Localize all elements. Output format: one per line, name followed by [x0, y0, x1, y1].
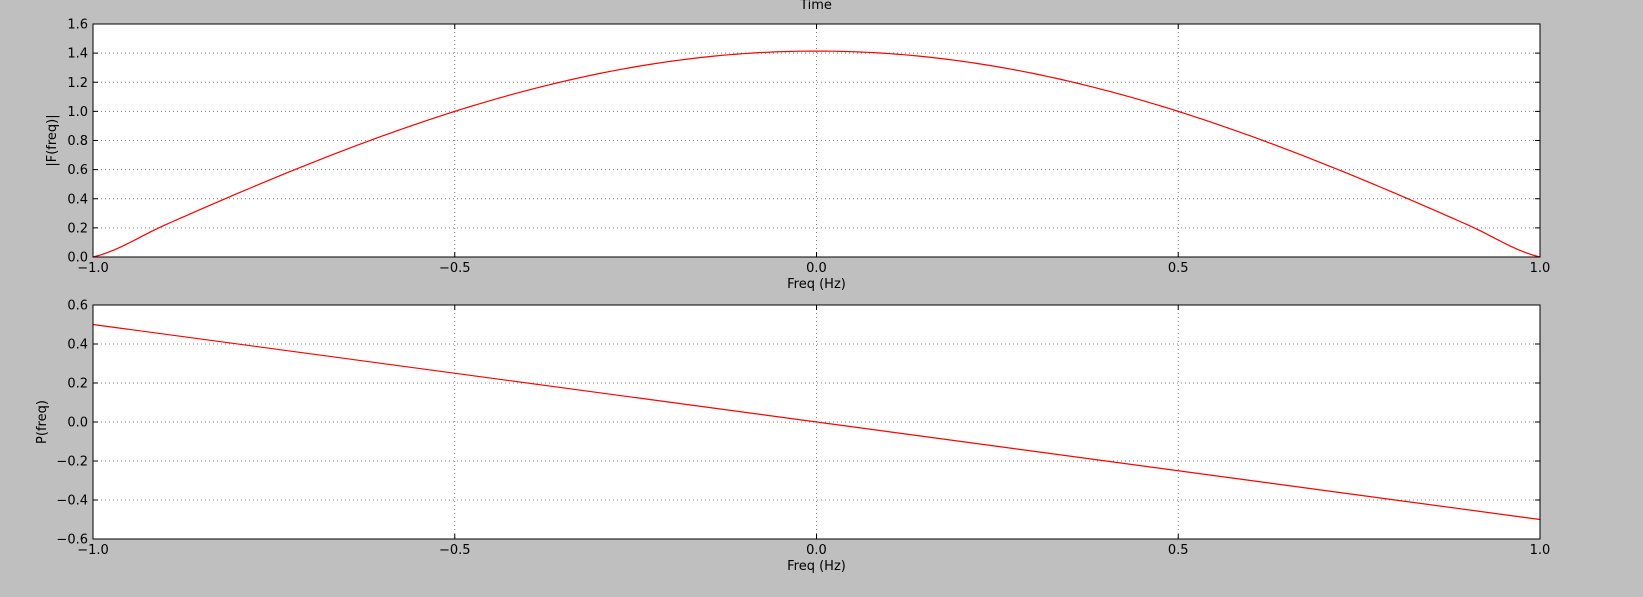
x-tick-label: 1.0 — [1530, 261, 1551, 276]
magnitude-plot: −1.0 −0.5 0.0 0.5 1.0 0.0 0.2 0.4 0.6 0.8 1.0 1.2 1.… — [45, 18, 1550, 293]
x-tick-label: 0.0 — [806, 543, 827, 558]
x-tick-label: 1.0 — [1530, 543, 1551, 558]
y-tick-label: 0.6 — [67, 163, 88, 178]
y-tick-label: −0.6 — [56, 533, 88, 548]
y-tick-label: 0.4 — [67, 338, 88, 353]
x-axis-label: Freq (Hz) — [787, 277, 846, 292]
x-tick-label: −1.0 — [77, 261, 109, 276]
y-tick-label: 1.0 — [67, 105, 88, 120]
x-tick-label: −1.0 — [77, 543, 109, 558]
axes-frame — [92, 304, 1541, 540]
x-tick-label: 0.5 — [1168, 543, 1189, 558]
x-tick-label: 0.0 — [806, 261, 827, 276]
y-tick-label: 0.6 — [67, 299, 88, 314]
y-axis-label: P(freq) — [35, 400, 50, 444]
y-tick-label: 0.2 — [67, 221, 88, 236]
data-line — [92, 50, 1541, 258]
y-tick-label: 1.2 — [67, 76, 88, 91]
y-tick-label: 0.0 — [67, 416, 88, 431]
y-tick-label: 1.6 — [67, 18, 88, 33]
chart-title: Time — [799, 0, 832, 13]
axes-frame — [92, 23, 1541, 258]
y-tick-label: 0.2 — [67, 377, 88, 392]
x-tick-label: −0.5 — [439, 261, 471, 276]
data-line — [92, 323, 1541, 521]
y-tick-label: 1.4 — [67, 47, 88, 62]
x-axis-label: Freq (Hz) — [787, 559, 846, 574]
y-tick-label: −0.2 — [56, 455, 88, 470]
x-tick-label: −0.5 — [439, 543, 471, 558]
y-tick-label: 0.0 — [67, 251, 88, 266]
y-tick-label: 0.4 — [67, 192, 88, 207]
y-tick-label: −0.4 — [56, 494, 88, 509]
y-tick-label: 0.8 — [67, 134, 88, 149]
x-tick-label: 0.5 — [1168, 261, 1189, 276]
y-axis-label: |F(freq)| — [45, 114, 60, 166]
phase-plot: −1.0 −0.5 0.0 0.5 1.0 −0.6 −0.4 −0.2 0.0 0.2 0.4 0.… — [35, 299, 1550, 575]
